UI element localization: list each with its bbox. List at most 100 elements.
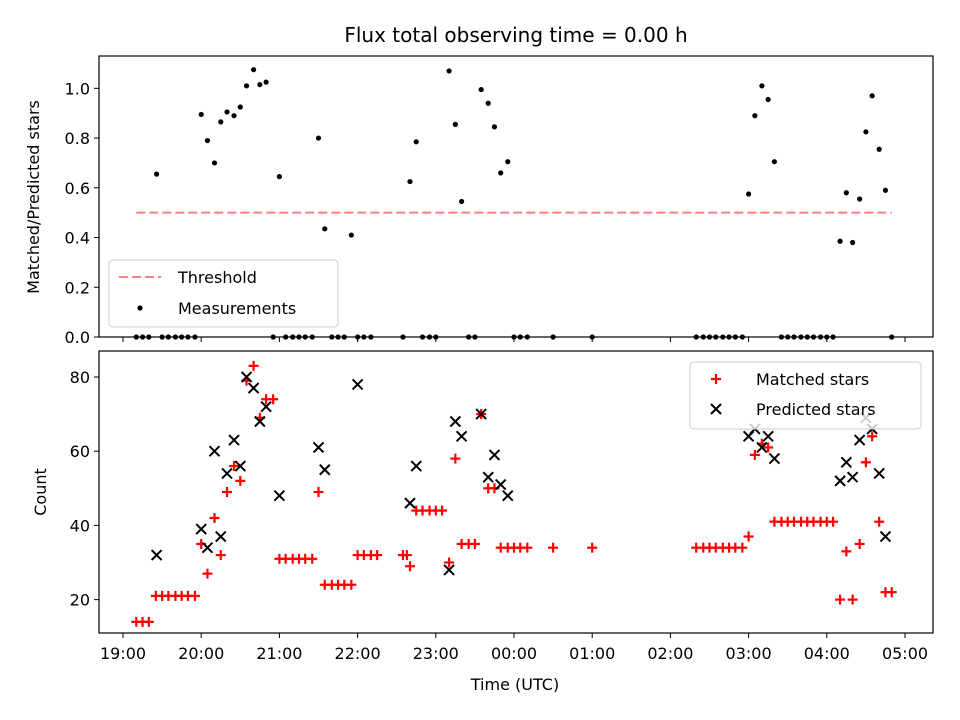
predicted-star-point xyxy=(404,497,416,509)
predicted-star-point xyxy=(319,464,331,476)
count-x-tick-label: 21:00 xyxy=(256,644,302,663)
predicted-star-point xyxy=(254,415,266,428)
measurement-point xyxy=(315,135,322,141)
matched-star-point xyxy=(860,457,871,468)
measurement-point xyxy=(283,334,289,340)
measurement-point xyxy=(426,334,433,340)
ratio-y-tick-label: 1.0 xyxy=(65,79,90,98)
count-x-axis: 19:00 20:00 21:00 22:00 23:00 00:00 01:00 02:00… xyxy=(100,633,928,663)
measurement-point xyxy=(798,334,804,340)
predicted-star-point xyxy=(846,471,859,483)
matched-star-point xyxy=(229,461,240,472)
measurement-point xyxy=(485,100,491,106)
measurement-point xyxy=(882,187,889,193)
predicted-star-stroke-b xyxy=(449,415,462,428)
measurement-point xyxy=(322,226,328,232)
count-plot-area xyxy=(131,360,897,627)
measurement-point xyxy=(296,334,302,340)
ratio-legend: Threshold Measurements xyxy=(108,259,339,328)
matched-star-point xyxy=(841,546,852,557)
measurement-point xyxy=(478,86,484,93)
measurement-point xyxy=(452,121,458,127)
matched-star-point xyxy=(444,557,455,568)
measurement-point xyxy=(720,334,726,340)
measurement-point xyxy=(270,334,276,340)
measurement-point xyxy=(472,334,478,340)
matched-star-point xyxy=(450,453,461,464)
measurement-point xyxy=(237,104,243,110)
count-x-tick-label: 02:00 xyxy=(647,644,693,663)
ratio-panel: 0.0 0.2 0.4 0.6 0.8 1.0 Matched/Predicted sta… xyxy=(24,55,934,347)
measurement-point xyxy=(791,334,797,340)
predicted-star-stroke-b xyxy=(482,471,494,483)
predicted-star-stroke-b xyxy=(260,400,272,413)
measurement-point xyxy=(224,109,230,115)
predicted-star-point xyxy=(260,400,272,413)
measurement-point xyxy=(243,83,250,89)
ratio-y-tick-label: 0.8 xyxy=(65,129,90,148)
measurement-point xyxy=(850,239,856,246)
count-y-axis: 20 40 60 80 xyxy=(70,368,99,610)
measurement-point xyxy=(771,159,778,165)
measurement-point xyxy=(250,67,257,73)
predicted-star-point xyxy=(221,467,233,480)
ratio-y-axis: 0.0 0.2 0.4 0.6 0.8 1.0 xyxy=(65,79,99,347)
measurement-point xyxy=(739,334,745,340)
predicted-star-stroke-b xyxy=(455,430,468,443)
predicted-star-point xyxy=(201,541,214,554)
matched-star-point xyxy=(522,542,533,553)
matched-star-point xyxy=(587,542,598,553)
count-x-tick-label: 03:00 xyxy=(726,644,772,663)
matched-star-point xyxy=(235,475,246,486)
measurement-point xyxy=(139,334,146,340)
measurement-point xyxy=(869,93,875,99)
legend-threshold-label: Threshold xyxy=(177,268,257,287)
predicted-star-point xyxy=(768,452,781,465)
count-panel-frame xyxy=(98,350,934,634)
predicted-star-point xyxy=(195,523,207,535)
predicted-star-stroke-b xyxy=(201,541,214,554)
predicted-star-stroke-b xyxy=(195,523,207,535)
measurement-point xyxy=(290,334,296,340)
count-y-tick-label: 20 xyxy=(70,591,90,610)
count-panel: 20 40 60 80 19:00 20:00 21:00 22:00 23:00 00:00 0… xyxy=(31,350,934,694)
matched-star-point xyxy=(215,550,226,561)
predicted-star-point xyxy=(455,430,468,443)
predicted-star-point xyxy=(410,460,422,472)
legend-matched-swatch xyxy=(711,374,721,384)
predicted-star-point xyxy=(502,490,514,502)
measurement-point xyxy=(713,334,719,340)
measurement-point xyxy=(309,334,315,340)
measurement-point xyxy=(302,334,308,340)
measurement-point xyxy=(778,334,785,340)
measurement-point xyxy=(752,113,758,119)
predicted-star-stroke-b xyxy=(768,452,781,465)
predicted-star-stroke-b xyxy=(234,460,247,472)
matched-star-point xyxy=(189,590,200,601)
count-y-tick-label: 60 xyxy=(70,442,90,461)
matched-star-point xyxy=(886,587,897,598)
predicted-star-stroke-b xyxy=(879,530,892,543)
measurement-point xyxy=(368,334,374,340)
count-x-tick-label: 19:00 xyxy=(100,644,146,663)
measurement-point xyxy=(804,334,810,340)
predicted-star-stroke-b xyxy=(502,490,514,502)
matched-star-point xyxy=(372,550,383,561)
matched-star-point xyxy=(143,616,154,627)
measurement-point xyxy=(133,334,139,340)
measurement-point xyxy=(491,124,498,130)
measurement-point xyxy=(830,334,836,340)
measurement-point xyxy=(700,334,706,340)
measurement-point xyxy=(810,334,817,340)
measurement-point xyxy=(693,334,699,340)
predicted-star-point xyxy=(840,456,853,469)
predicted-star-point xyxy=(351,378,364,391)
count-x-tick-label: 20:00 xyxy=(178,644,224,663)
predicted-star-stroke-b xyxy=(762,430,774,443)
measurement-point xyxy=(361,334,367,340)
count-x-tick-label: 01:00 xyxy=(569,644,615,663)
matched-star-point xyxy=(313,487,324,497)
ratio-y-tick-label: 0.2 xyxy=(65,278,90,297)
matched-star-point xyxy=(248,360,259,371)
